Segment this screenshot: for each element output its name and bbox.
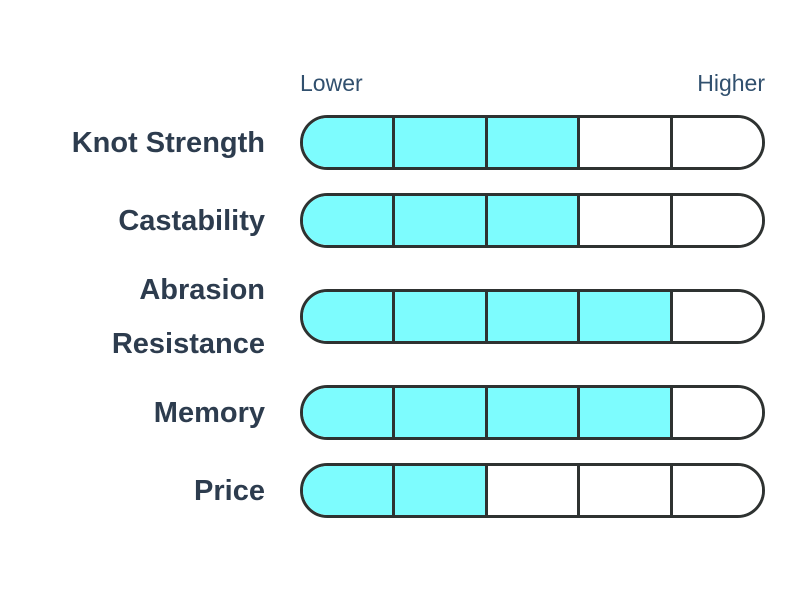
rating-segment-filled (487, 118, 581, 167)
rating-rows: Knot Strength Castability Abrasion Resis… (15, 115, 765, 518)
rating-segment-empty (672, 292, 762, 341)
rating-segment-empty (672, 196, 762, 245)
rating-row: Knot Strength (15, 115, 765, 170)
rating-segment-empty (487, 466, 581, 515)
rating-label: Castability (118, 204, 265, 237)
rating-segment-filled (580, 292, 673, 341)
rating-row: Castability (15, 193, 765, 248)
rating-row: Memory (15, 385, 765, 440)
rating-segment-empty (580, 118, 673, 167)
rating-label: Memory (153, 396, 265, 429)
rating-bar (300, 115, 765, 170)
rating-segment-filled (303, 196, 396, 245)
rating-bar (300, 289, 765, 344)
rating-segment-empty (672, 466, 762, 515)
rating-bar (300, 385, 765, 440)
rating-label: Price (194, 474, 265, 507)
rating-segment-filled (395, 118, 488, 167)
rating-segment-filled (395, 388, 488, 437)
rating-segment-filled (395, 292, 488, 341)
rating-segment-empty (580, 466, 673, 515)
rating-segment-filled (303, 118, 396, 167)
rating-segment-filled (303, 292, 396, 341)
rating-segment-filled (487, 292, 581, 341)
rating-segment-filled (487, 388, 581, 437)
rating-label: Knot Strength (71, 126, 265, 159)
rating-segment-filled (303, 388, 396, 437)
rating-segment-filled (395, 466, 488, 515)
rating-segment-empty (672, 388, 762, 437)
rating-segment-empty (672, 118, 762, 167)
rating-label: Abrasion Resistance (111, 273, 265, 360)
rating-segment-filled (487, 196, 581, 245)
rating-segment-filled (395, 196, 488, 245)
axis-label-lower: Lower (300, 70, 363, 96)
rating-bar (300, 463, 765, 518)
rating-bar (300, 193, 765, 248)
rating-row: Abrasion Resistance (15, 274, 765, 360)
rating-segment-empty (580, 196, 673, 245)
rating-row: Price (15, 463, 765, 518)
rating-segment-filled (303, 466, 396, 515)
axis-header: Lower Higher (300, 70, 765, 96)
rating-segment-filled (580, 388, 673, 437)
axis-label-higher: Higher (697, 70, 765, 96)
